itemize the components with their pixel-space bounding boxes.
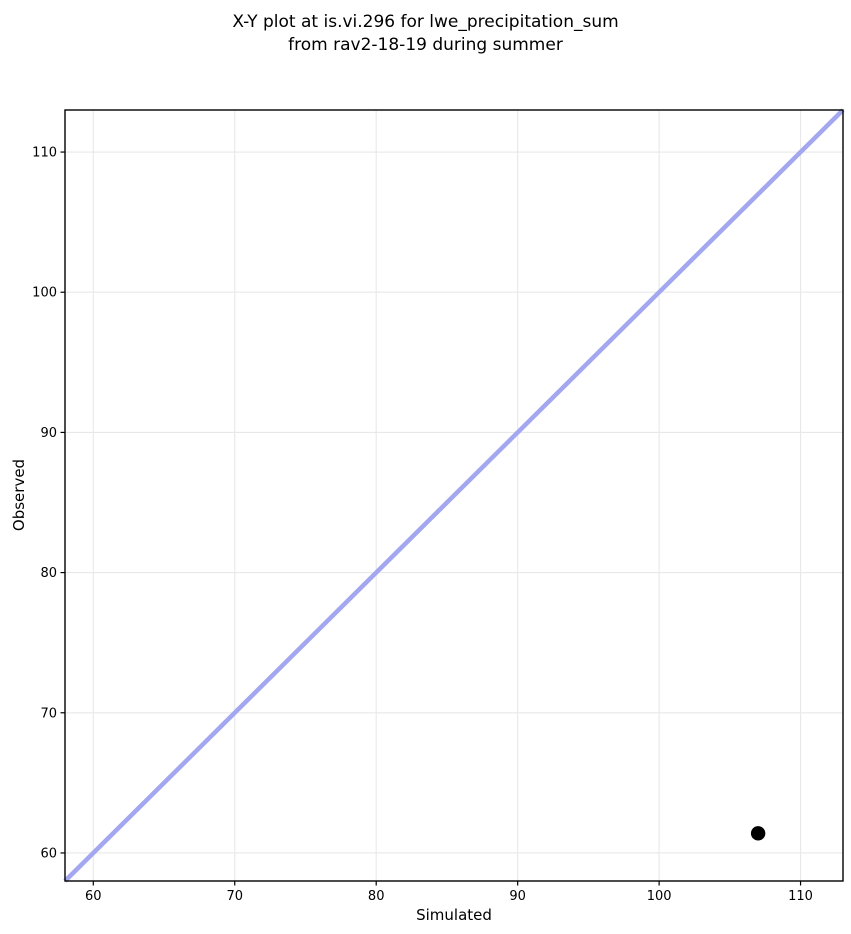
plot-border <box>64 109 844 882</box>
y-tick-label: 80 <box>40 566 57 581</box>
chart-title-line1: X-Y plot at is.vi.296 for lwe_precipitat… <box>232 12 619 32</box>
x-tick-label: 70 <box>226 889 243 904</box>
data-point <box>750 826 766 841</box>
x-tick-label: 80 <box>368 889 385 904</box>
identity-line <box>63 108 845 883</box>
x-tick-label: 60 <box>85 889 102 904</box>
x-tick-label: 110 <box>788 889 813 904</box>
x-tick-label: 90 <box>509 889 526 904</box>
y-tick-label: 100 <box>32 286 57 301</box>
y-tick-label: 90 <box>40 426 57 441</box>
x-axis-label: Simulated <box>416 906 492 924</box>
y-tick-label: 60 <box>40 846 57 861</box>
y-axis-label: Observed <box>10 458 28 532</box>
x-tick-label: 100 <box>647 889 672 904</box>
y-tick-label: 110 <box>32 146 57 161</box>
chart-title-line2: from rav2-18-19 during summer <box>288 35 563 55</box>
y-tick-label: 70 <box>40 706 57 721</box>
chart-title: X-Y plot at is.vi.296 for lwe_precipitat… <box>0 11 851 57</box>
